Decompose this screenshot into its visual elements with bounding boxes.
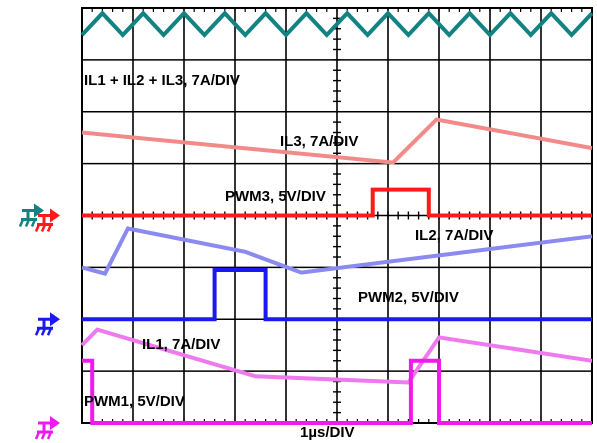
marker-ground-hatch xyxy=(40,431,47,440)
trace-4 xyxy=(81,226,593,276)
label-il1: IL1, 7A/DIV xyxy=(142,336,220,353)
marker-ground-hatch xyxy=(24,219,31,227)
label-pwm1: PWM1, 5V/DIV xyxy=(84,393,185,410)
marker-ground-hatch xyxy=(34,327,41,336)
trace-2 xyxy=(81,117,593,165)
marker-arrow xyxy=(50,312,60,327)
marker-ground-hatch xyxy=(30,219,37,227)
marker-ground-hatch xyxy=(18,219,25,227)
label-total-inductor-current: IL1 + IL2 + IL3, 7A/DIV xyxy=(84,72,240,89)
ground-marker-ch2 xyxy=(34,208,60,232)
trace-6 xyxy=(80,327,593,385)
marker-ground-hatch xyxy=(40,224,47,232)
marker-arrow xyxy=(50,208,60,223)
label-pwm3: PWM3, 5V/DIV xyxy=(225,188,326,205)
marker-ground-hatch xyxy=(46,327,53,336)
ground-markers xyxy=(18,203,60,440)
trace-5 xyxy=(82,268,592,322)
marker-ground-hatch xyxy=(34,431,41,440)
trace-7 xyxy=(82,358,592,425)
x-axis-label: 1µs/DIV xyxy=(300,424,355,441)
marker-arrow xyxy=(34,203,44,218)
ground-marker-ch1 xyxy=(18,203,44,227)
marker-arrow xyxy=(50,416,60,430)
ground-marker-ch4 xyxy=(34,416,60,440)
marker-ground-hatch xyxy=(34,224,41,232)
marker-ground-hatch xyxy=(46,224,53,232)
label-il3: IL3, 7A/DIV xyxy=(280,133,358,150)
trace-labels: IL1 + IL2 + IL3, 7A/DIV IL3, 7A/DIV PWM3… xyxy=(84,72,493,441)
trace-1 xyxy=(80,10,594,38)
ground-marker-ch3 xyxy=(34,312,60,336)
label-pwm2: PWM2, 5V/DIV xyxy=(358,289,459,306)
trace-3 xyxy=(82,187,592,218)
waveform-traces xyxy=(80,10,594,425)
marker-ground-hatch xyxy=(40,327,47,336)
marker-ground-hatch xyxy=(46,431,53,440)
label-il2: IL2, 7A/DIV xyxy=(415,227,493,244)
